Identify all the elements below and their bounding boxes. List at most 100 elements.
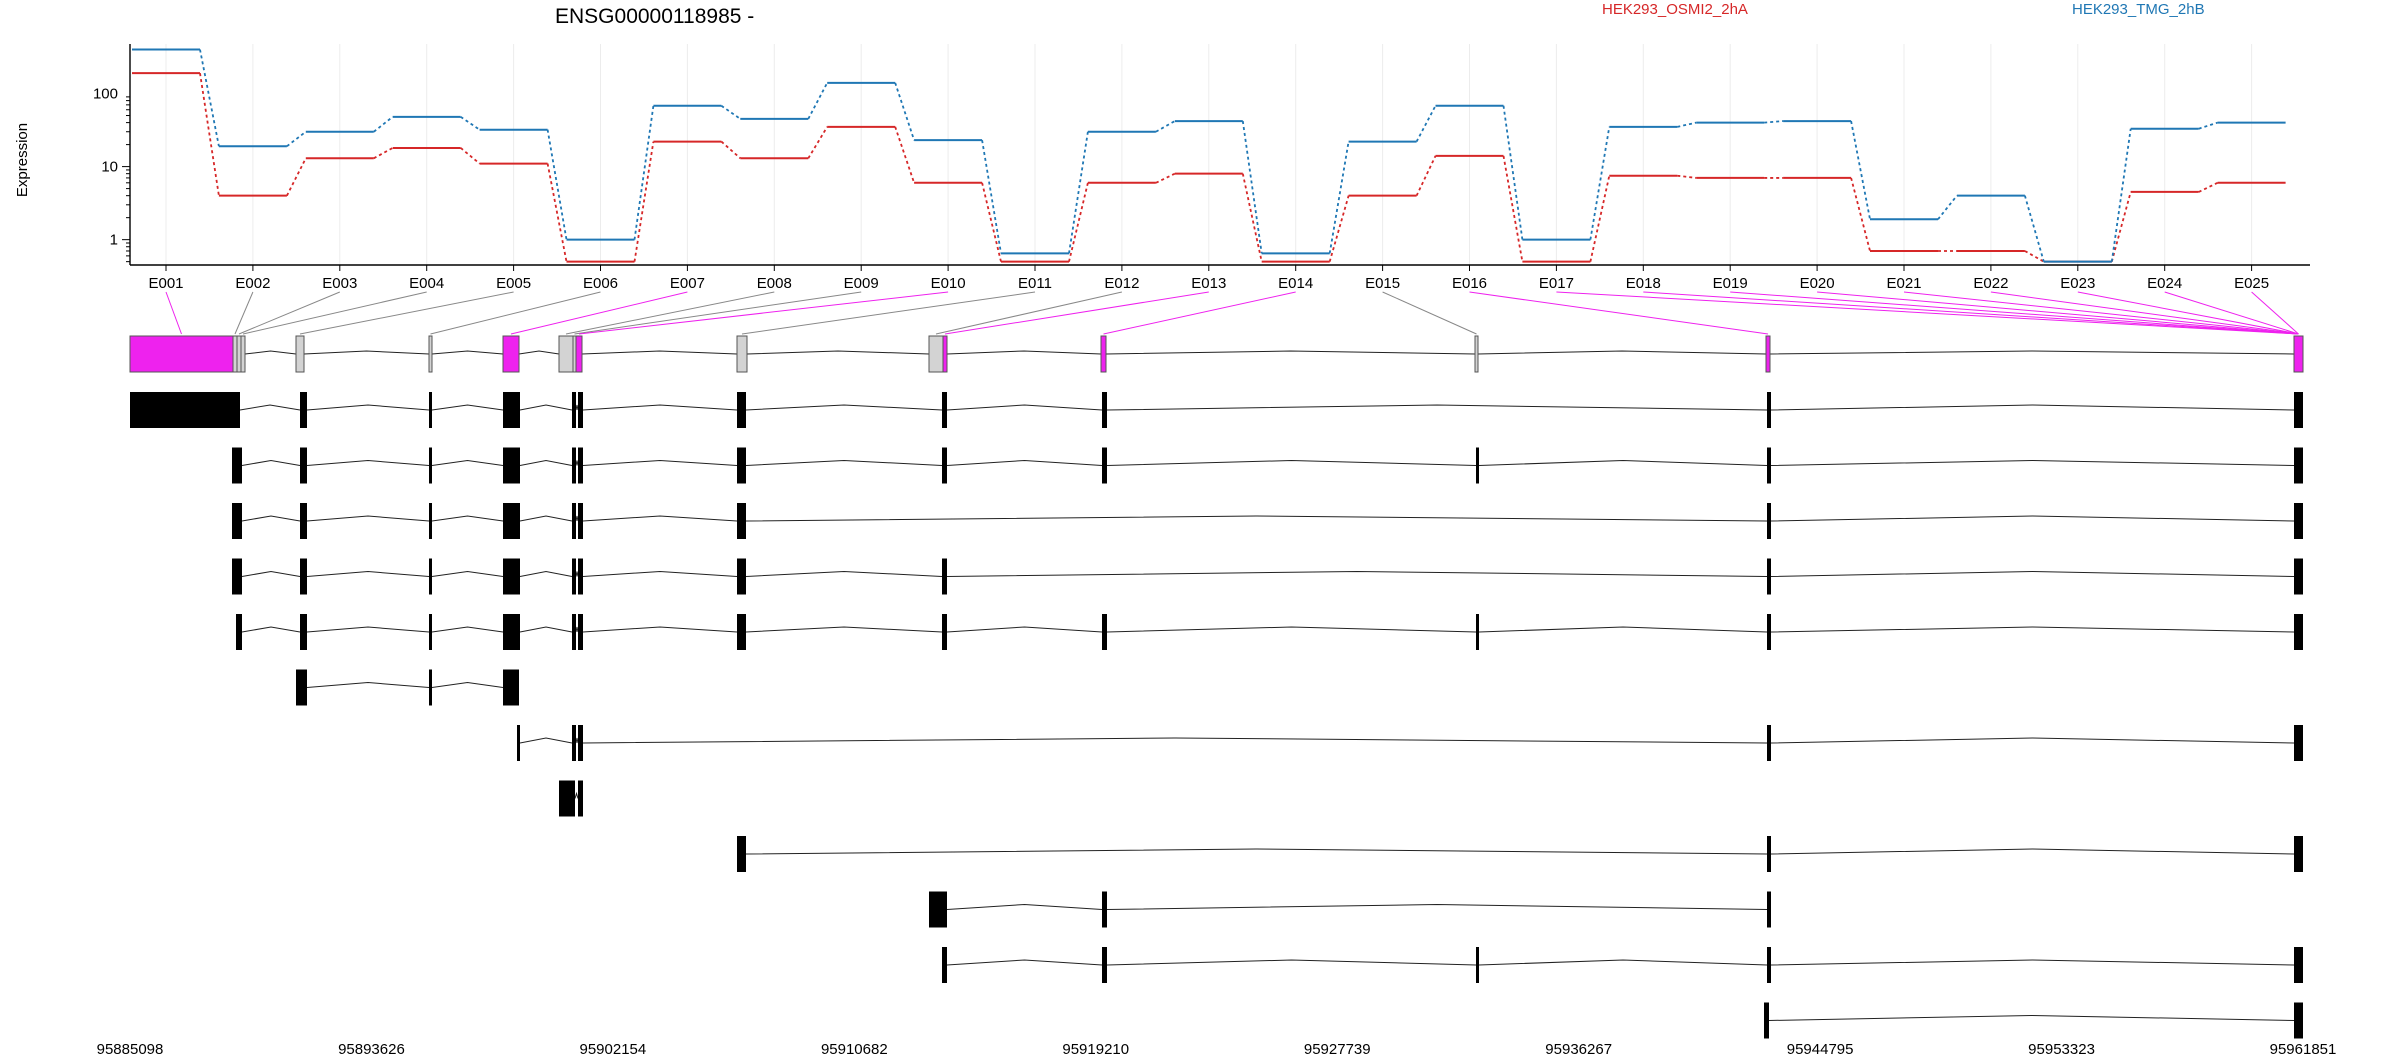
series-connector [2110, 191, 2132, 262]
series-connector [633, 141, 655, 262]
intron-line [1478, 459, 1768, 466]
exon-bin [1474, 335, 1479, 373]
y-axis-label: Expression [14, 123, 31, 197]
series-connector [1241, 173, 1263, 262]
transcript-exon [2294, 447, 2303, 484]
transcript-row [232, 503, 2303, 539]
genomic-tick-label: 95885098 [97, 1041, 164, 1058]
transcript-exon [2294, 558, 2303, 595]
intron-line [431, 681, 504, 688]
transcript-exon [2294, 392, 2303, 428]
transcript-exon [572, 503, 576, 539]
transcript-exon [1767, 447, 1771, 484]
series-connector [894, 126, 915, 184]
transcript-exon [503, 669, 519, 706]
intron-line [519, 459, 573, 466]
intron-line [745, 626, 943, 633]
transcript-exon [737, 392, 746, 428]
intron-line [306, 459, 430, 466]
intron-line [1478, 626, 1768, 633]
exon-bin [428, 335, 433, 373]
intron-line [582, 459, 738, 466]
intron-line [946, 626, 1103, 633]
exon-bin [2293, 335, 2304, 373]
exon-tick-label: E019 [1713, 275, 1748, 292]
intron-line [946, 350, 1102, 355]
intron-line [431, 404, 504, 411]
exon-connector [510, 291, 688, 335]
intron-line [575, 404, 579, 411]
intron-line [582, 570, 738, 577]
transcript-exon [503, 392, 520, 428]
genomic-tick-label: 95936267 [1545, 1041, 1612, 1058]
transcript-exon [578, 725, 583, 761]
intron-line [1105, 350, 1476, 355]
transcript-exon [429, 447, 432, 484]
exon-connector [1903, 291, 2299, 335]
transcript-exon [429, 558, 432, 595]
transcript-exon [503, 614, 520, 650]
intron-line [239, 404, 301, 411]
transcript-exon [232, 447, 242, 484]
exon-tick-label: E020 [1800, 275, 1835, 292]
intron-line [431, 350, 504, 355]
exon-connector [165, 291, 182, 335]
transcript-exon [1767, 891, 1771, 928]
transcript-exon [130, 392, 240, 428]
intron-line [519, 515, 573, 522]
genomic-tick-label: 95902154 [580, 1041, 647, 1058]
genomic-tick-label: 95927739 [1304, 1041, 1371, 1058]
exon-connector [1730, 291, 2299, 335]
series-connector [633, 105, 655, 240]
transcript-exon [232, 503, 242, 539]
series-connector [1850, 177, 1871, 252]
transcript-row [559, 780, 583, 817]
intron-line [431, 570, 504, 577]
series-connector [286, 157, 307, 197]
series-connector [720, 140, 741, 159]
exon-bin [1100, 335, 1107, 373]
intron-line [582, 404, 738, 411]
series-connector [373, 116, 394, 133]
series-connector [807, 82, 828, 120]
series-connector [1155, 172, 1176, 184]
intron-line [946, 959, 1103, 966]
transcript-exon [1767, 558, 1771, 595]
intron-line [575, 571, 579, 577]
legend-entry-osmi2: HEK293_OSMI2_2hA [1602, 1, 1748, 18]
exon-tick-label: E015 [1365, 275, 1400, 292]
transcript-exon [1476, 447, 1479, 484]
transcript-exon [1767, 836, 1771, 872]
intron-line [574, 791, 579, 799]
transcript-exon [232, 558, 242, 595]
transcript-exon [300, 614, 307, 650]
transcript-row [942, 947, 2303, 983]
genomic-tick-label: 95919210 [1062, 1041, 1129, 1058]
transcript-exon [1476, 614, 1479, 650]
exon-tick-label: E008 [757, 275, 792, 292]
exon-connector [2077, 291, 2299, 335]
exon-connector [2164, 291, 2299, 335]
transcript-tracks [129, 335, 2304, 1039]
intron-line [1770, 737, 2295, 744]
transcript-exon [578, 614, 583, 650]
intron-line [306, 515, 430, 522]
transcript-exon [942, 392, 947, 428]
transcript-exon [1767, 392, 1771, 428]
exon-tick-label: E012 [1104, 275, 1139, 292]
series-connector [1155, 120, 1176, 133]
intron-line [241, 459, 301, 466]
intron-line [519, 737, 573, 744]
transcript-exon [559, 780, 575, 817]
exon-connector [944, 291, 1209, 335]
transcript-exon [2294, 503, 2303, 539]
exon-connector [1382, 291, 1477, 335]
exon-tick-label: E005 [496, 275, 531, 292]
series-connector [373, 147, 394, 160]
series-connector [1068, 182, 1089, 262]
exon-connectors [165, 291, 2299, 335]
intron-line [581, 350, 738, 355]
exon-bin [502, 335, 520, 373]
series-connector [1415, 105, 1437, 143]
exon-connector [1643, 291, 2299, 335]
